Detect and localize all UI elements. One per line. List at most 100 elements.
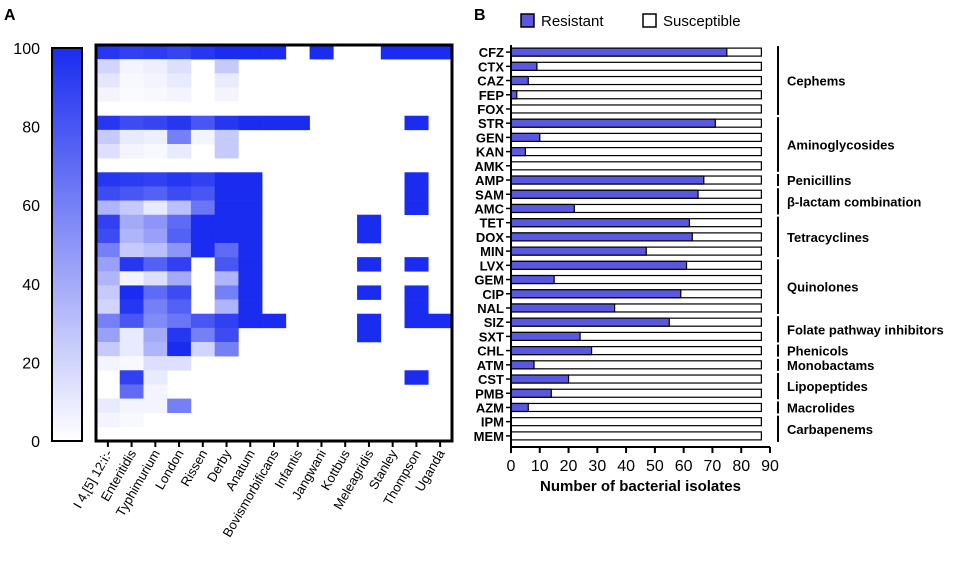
heatmap-cell <box>167 144 192 159</box>
legend-label-susceptible: Susceptible <box>663 13 741 30</box>
heatmap-cell <box>262 45 287 60</box>
heatmap-cell <box>214 172 239 187</box>
heatmap-cell <box>119 313 144 329</box>
y-axis-label: AMP <box>475 173 504 188</box>
group-label: β-lactam combination <box>787 194 921 209</box>
bar-resistant <box>510 374 570 384</box>
heatmap-cell <box>119 144 144 159</box>
heatmap-cell <box>238 299 263 315</box>
heatmap-cell <box>167 271 192 286</box>
heatmap-cell <box>119 342 144 357</box>
heatmap-cell <box>96 257 121 272</box>
y-axis-label: LVX <box>480 258 505 273</box>
group-label: Quinolones <box>787 280 859 295</box>
bar-resistant <box>510 203 575 214</box>
y-axis-label: ATM <box>477 358 504 373</box>
heatmap-cell <box>214 186 239 201</box>
heatmap-cell <box>143 342 168 357</box>
group-label: Lipopeptides <box>787 379 868 394</box>
heatmap-cell <box>143 299 168 315</box>
group-label: Penicillins <box>787 173 851 188</box>
heatmap-cell <box>143 243 168 258</box>
heatmap-cell <box>190 172 215 187</box>
heatmap-cell <box>167 172 192 187</box>
heatmap-cell <box>96 129 121 145</box>
bar-resistant <box>510 346 593 356</box>
heatmap-cell <box>143 327 168 343</box>
group-label: Macrolides <box>787 400 855 415</box>
bar-resistant <box>510 402 529 413</box>
heatmap-cell <box>214 73 239 88</box>
heatmap-cell <box>214 45 239 60</box>
heatmap-cell <box>214 200 239 216</box>
color-scale-tick-label: 60 <box>22 198 40 215</box>
heatmap-cell <box>119 45 144 60</box>
heatmap-cell <box>96 285 121 300</box>
heatmap-cell <box>404 257 429 272</box>
heatmap-cell <box>167 356 192 371</box>
y-axis-label: IPM <box>481 415 504 430</box>
heatmap-cell <box>404 313 429 329</box>
heatmap-cell <box>143 200 168 216</box>
y-axis-label: CAZ <box>477 74 504 89</box>
stacked-bar-chart: CFZCTXCAZFEPFOXSTRGENKANAMKAMPSAMAMCTETD… <box>474 45 944 495</box>
heatmap-cell <box>285 115 310 131</box>
bar-resistant <box>510 246 647 256</box>
heatmap-cell <box>167 200 192 216</box>
heatmap-cell <box>214 342 239 357</box>
heatmap-cell <box>167 299 192 315</box>
heatmap-cell <box>167 73 192 88</box>
x-axis-tick-label: 20 <box>560 458 578 475</box>
heatmap-cell <box>96 271 121 286</box>
heatmap-cell <box>238 186 263 201</box>
bar-resistant <box>510 388 552 398</box>
y-axis-label: STR <box>478 116 505 131</box>
x-axis-tick-label: 80 <box>732 458 750 475</box>
heatmap-cell <box>214 87 239 102</box>
bar-resistant <box>510 189 699 199</box>
heatmap-cell <box>143 313 168 329</box>
heatmap-cell <box>380 45 405 60</box>
y-axis-label: AZM <box>476 400 504 415</box>
heatmap-cell <box>119 356 144 371</box>
heatmap-cell <box>357 285 382 300</box>
x-axis-tick-label: 70 <box>704 458 722 475</box>
heatmap-cell <box>119 115 144 131</box>
bar-resistant <box>510 360 535 370</box>
heatmap-cell <box>143 271 168 286</box>
y-axis-label: NAL <box>477 301 504 316</box>
heatmap-cell <box>214 214 239 230</box>
heatmap-cell <box>190 200 215 216</box>
bar-resistant <box>510 260 688 270</box>
heatmap-cell <box>214 243 239 258</box>
heatmap-cell <box>404 45 429 60</box>
heatmap-cell <box>167 398 192 414</box>
heatmap-cell <box>143 144 168 159</box>
heatmap-cell <box>119 87 144 102</box>
y-axis-label: KAN <box>476 145 504 160</box>
heatmap-cell <box>119 129 144 145</box>
legend-swatch-susceptible <box>642 13 657 28</box>
y-axis-label: CHL <box>477 344 504 359</box>
bar-resistant <box>510 274 555 285</box>
heatmap-cell <box>96 73 121 88</box>
heatmap-cell <box>214 313 239 329</box>
x-axis-tick-label: 0 <box>507 458 516 475</box>
heatmap-cell <box>214 271 239 286</box>
heatmap-cell <box>96 200 121 216</box>
heatmap-cell <box>238 214 263 230</box>
bar-resistant <box>510 175 705 185</box>
heatmap-cell <box>167 228 192 244</box>
heatmap-cell <box>190 228 215 244</box>
color-scale-bar <box>51 47 83 442</box>
y-axis-label: FEP <box>479 88 505 103</box>
heatmap-cell <box>96 398 121 414</box>
heatmap-cell <box>119 228 144 244</box>
heatmap-cell <box>143 285 168 300</box>
bar-susceptible <box>510 104 762 114</box>
heatmap-cell <box>119 214 144 230</box>
heatmap-cell <box>167 115 192 131</box>
group-label: Folate pathway inhibitors <box>787 322 944 337</box>
bar-resistant <box>510 303 616 313</box>
